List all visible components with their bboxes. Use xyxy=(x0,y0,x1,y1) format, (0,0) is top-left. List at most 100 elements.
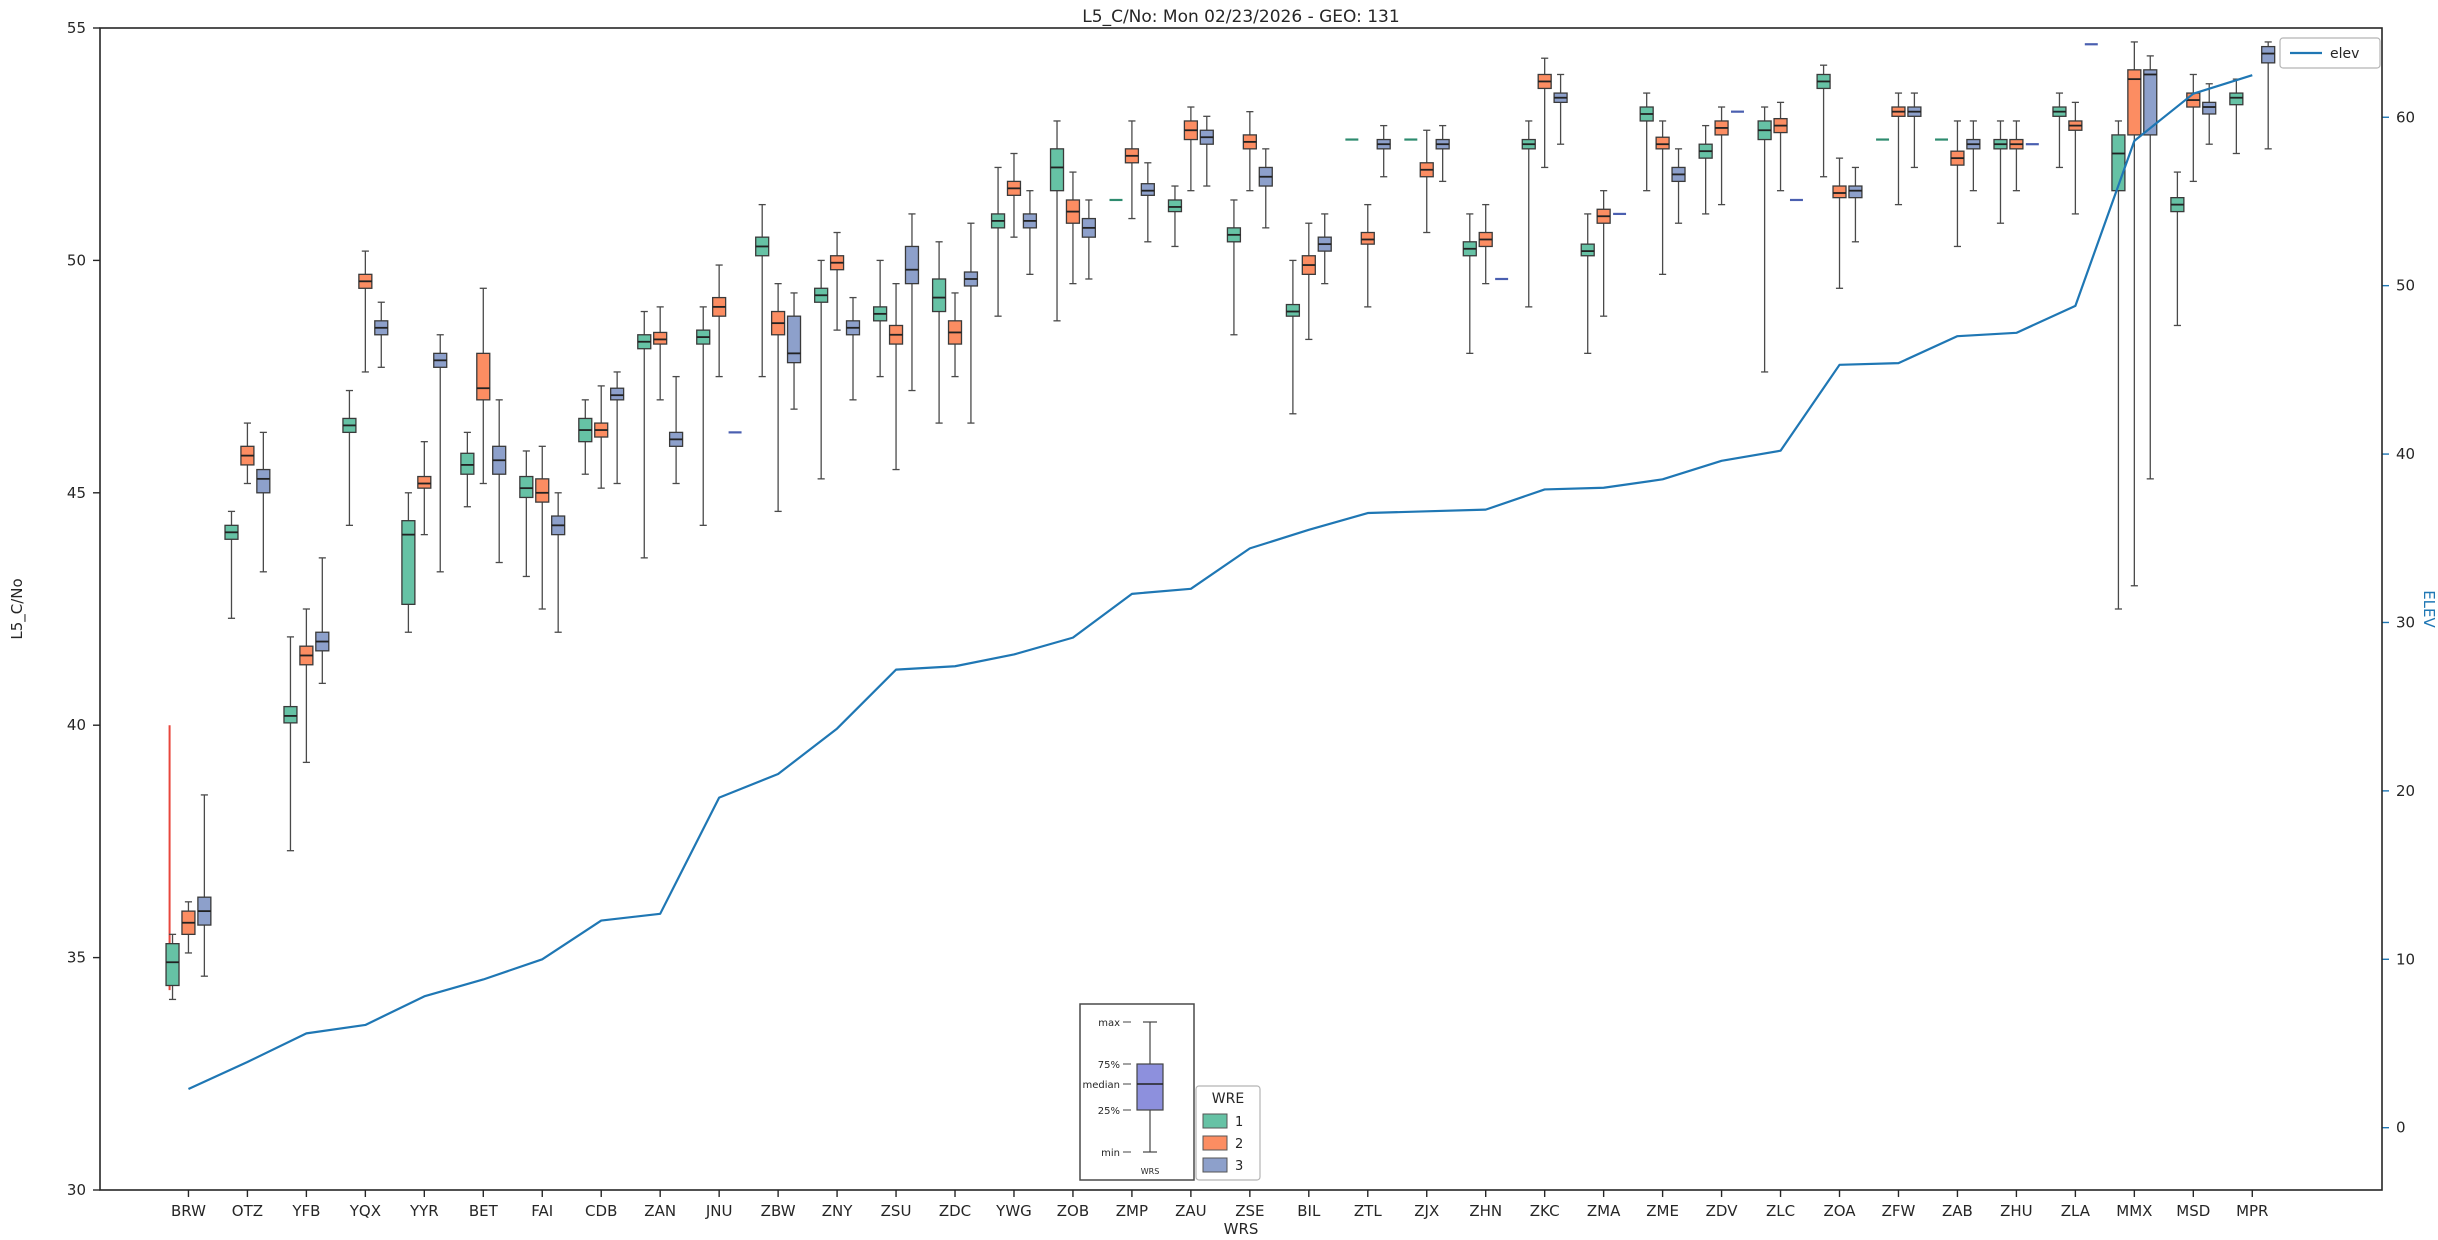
box-group-YWG-wre3 xyxy=(1022,190,1038,275)
y2-tick-label: 10 xyxy=(2396,950,2415,968)
box-group-ZAB-wre2 xyxy=(1950,120,1965,248)
box xyxy=(165,943,180,987)
box-group-ZMP-wre3 xyxy=(1140,162,1155,243)
box-group-ZSU-wre2 xyxy=(888,282,904,471)
box-group-ZOB-wre3 xyxy=(1081,199,1097,280)
box-group-BIL-wre2 xyxy=(1301,222,1316,341)
box-group-CDB-wre3 xyxy=(609,371,625,485)
box xyxy=(256,468,271,494)
x-tick-label: YWG xyxy=(995,1202,1032,1220)
box-group-MMX-wre2 xyxy=(2127,41,2142,587)
box xyxy=(1848,185,1863,199)
box-group-ZAB-wre3 xyxy=(1966,120,1981,192)
box-group-ZJX-wre2 xyxy=(1419,129,1434,234)
elev-line xyxy=(187,74,2253,1090)
x-tick-label: JNU xyxy=(705,1202,733,1220)
box-group-BET-wre3 xyxy=(492,399,507,564)
box xyxy=(401,520,416,606)
box-group-ZOA-wre2 xyxy=(1832,157,1847,289)
x-tick-label: ZOA xyxy=(1823,1202,1856,1220)
box-group-ZHN-wre2 xyxy=(1478,203,1493,285)
box-group-CDB-wre2 xyxy=(594,385,609,489)
x-tick-label: BRW xyxy=(171,1202,206,1220)
box-group-MPR-wre3 xyxy=(2261,41,2276,150)
box-group-ZMP-wre2 xyxy=(1124,120,1140,220)
x-tick-label: ZJX xyxy=(1414,1202,1439,1220)
box-group-ZOA-wre1 xyxy=(1816,64,1831,178)
box-group-ZBW-wre3 xyxy=(786,292,802,410)
box xyxy=(519,475,534,499)
box-group-ZAN-wre3 xyxy=(668,375,684,485)
box-group-ZFW-wre2 xyxy=(1891,92,1906,206)
box-group-ZAU-wre3 xyxy=(1199,115,1214,187)
box-group-MMX-wre3 xyxy=(2143,55,2158,480)
box-group-ZHU-wre1 xyxy=(1993,120,2008,224)
box-group-ZSE-wre3 xyxy=(1258,148,1273,229)
box-group-BIL-wre1 xyxy=(1285,259,1301,415)
box xyxy=(1285,303,1301,317)
box xyxy=(786,315,802,364)
box-group-ZME-wre1 xyxy=(1639,92,1654,192)
chart-title: L5_C/No: Mon 02/23/2026 - GEO: 131 xyxy=(1082,7,1399,27)
x-tick-label: ZME xyxy=(1646,1202,1679,1220)
x-tick-label: YYR xyxy=(409,1202,439,1220)
y-axis-label: L5_C/No xyxy=(8,578,27,639)
box xyxy=(1167,199,1183,213)
box-group-ZKC-wre3 xyxy=(1553,73,1568,145)
box-group-ZOB-wre2 xyxy=(1065,171,1081,285)
box-group-ZBW-wre2 xyxy=(770,282,786,513)
x-tick-label: CDB xyxy=(585,1202,617,1220)
box-group-ZDV-wre1 xyxy=(1698,124,1713,215)
x-tick-label: ZSU xyxy=(881,1202,912,1220)
x-tick-label: ZSE xyxy=(1235,1202,1264,1220)
x-tick-label: ZDV xyxy=(1706,1202,1739,1220)
box xyxy=(460,452,475,475)
x-tick-label: ZAU xyxy=(1175,1202,1207,1220)
box-group-ZBW-wre1 xyxy=(755,203,770,378)
box-group-ZAU-wre1 xyxy=(1167,185,1183,248)
box-group-MSD-wre1 xyxy=(2170,171,2185,327)
x-tick-label: ZTL xyxy=(1354,1202,1382,1220)
box-group-CDB-wre1 xyxy=(578,399,593,475)
x-tick-label: MPR xyxy=(2236,1202,2268,1220)
box-group-ZSU-wre3 xyxy=(904,213,920,392)
box xyxy=(2202,101,2217,115)
wre-legend-entry-label: 3 xyxy=(1235,1159,1243,1174)
y-tick-label: 55 xyxy=(67,19,86,37)
box xyxy=(417,475,432,489)
x-tick-label: MSD xyxy=(2176,1202,2210,1220)
wre-legend-entry-label: 1 xyxy=(1235,1115,1243,1130)
box xyxy=(535,478,550,503)
box-group-YYR-wre2 xyxy=(417,441,432,536)
x-tick-label: BIL xyxy=(1297,1202,1321,1220)
box-group-YWG-wre2 xyxy=(1006,152,1022,238)
box-group-BRW-wre3 xyxy=(197,794,212,977)
inset-box xyxy=(1136,1063,1164,1111)
box xyxy=(2143,69,2158,136)
box-group-ZDV-wre2 xyxy=(1714,106,1729,206)
box xyxy=(2229,92,2244,106)
box-group-OTZ-wre3 xyxy=(256,431,271,573)
y2-tick-label: 20 xyxy=(2396,782,2415,800)
box-group-ZSE-wre2 xyxy=(1242,111,1257,192)
y-tick-label: 30 xyxy=(67,1181,86,1199)
box-group-ZDC-wre3 xyxy=(963,222,979,424)
box-group-FAI-wre1 xyxy=(519,450,534,578)
box-group-FAI-wre3 xyxy=(551,492,566,633)
y2-tick-label: 60 xyxy=(2396,108,2415,126)
box xyxy=(1832,185,1847,199)
y2-tick-label: 0 xyxy=(2396,1119,2406,1137)
x-tick-label: ZHN xyxy=(1469,1202,1502,1220)
box xyxy=(283,705,298,724)
x-tick-label: ZAB xyxy=(1942,1202,1973,1220)
box-group-BET-wre1 xyxy=(460,431,475,508)
box-group-YQX-wre1 xyxy=(342,389,357,526)
y-tick-label: 35 xyxy=(67,949,86,967)
box-group-ZNY-wre1 xyxy=(814,259,829,480)
box-group-ZLA-wre1 xyxy=(2052,92,2067,169)
inset-label: 75% xyxy=(1098,1060,1120,1071)
box-group-OTZ-wre2 xyxy=(240,422,255,485)
box-group-ZHN-wre1 xyxy=(1462,213,1477,355)
